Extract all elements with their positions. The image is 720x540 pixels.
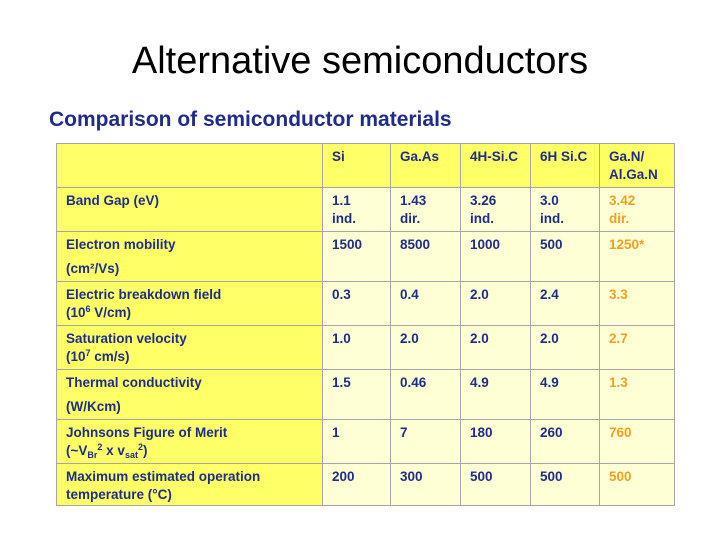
table-row: Maximum estimated operation temperature … xyxy=(56,463,675,506)
cell-gaas: 2.0 xyxy=(390,325,461,370)
cell-6h-sic: 2.4 xyxy=(530,281,600,326)
cell-4h-sic: 500 xyxy=(460,463,531,506)
table-row: Electric breakdown field (106 V/cm) 0.3 … xyxy=(56,281,675,326)
cell-gan: 3.42 dir. xyxy=(599,187,675,232)
cell-gan: 500 xyxy=(599,463,675,506)
table-row: Johnsons Figure of Merit (~VBr2 x vsat2)… xyxy=(56,419,675,464)
table-subtitle: Comparison of semiconductor materials xyxy=(49,108,452,131)
cell-si: 1.1 ind. xyxy=(322,187,391,232)
cell-gan: 1.3 xyxy=(599,369,675,420)
cell-6h-sic: 500 xyxy=(530,231,600,282)
header-gan-line1: Ga.N/ xyxy=(609,149,645,164)
cell-4h-sic: 180 xyxy=(460,419,531,464)
header-gan: Ga.N/ Al.Ga.N xyxy=(599,143,675,188)
table-row: Thermal conductivity (W/Kcm) 1.5 0.46 4.… xyxy=(56,369,675,420)
row-label: Saturation velocity (107 cm/s) xyxy=(56,325,323,370)
cell-gaas: 0.4 xyxy=(390,281,461,326)
cell-4h-sic: 2.0 xyxy=(460,325,531,370)
row-label: Johnsons Figure of Merit (~VBr2 x vsat2) xyxy=(56,419,323,464)
cell-4h-sic: 2.0 xyxy=(460,281,531,326)
cell-gaas: 1.43 dir. xyxy=(390,187,461,232)
table-row: Band Gap (eV) 1.1 ind. 1.43 dir. 3.26 ind. … xyxy=(56,187,675,232)
slide-title: Alternative semiconductors xyxy=(131,40,589,82)
cell-si: 1.5 xyxy=(322,369,391,420)
cell-gaas: 8500 xyxy=(390,231,461,282)
cell-si: 1.0 xyxy=(322,325,391,370)
cell-4h-sic: 3.26 ind. xyxy=(460,187,531,232)
header-si: Si xyxy=(322,143,391,188)
cell-si: 1500 xyxy=(322,231,391,282)
table-row: Electron mobility (cm²/Vs) 1500 8500 100… xyxy=(56,231,675,282)
cell-gaas: 300 xyxy=(390,463,461,506)
cell-si: 0.3 xyxy=(322,281,391,326)
cell-6h-sic: 4.9 xyxy=(530,369,600,420)
cell-4h-sic: 4.9 xyxy=(460,369,531,420)
row-label: Electric breakdown field (106 V/cm) xyxy=(56,281,323,326)
cell-6h-sic: 260 xyxy=(530,419,600,464)
table-row: Saturation velocity (107 cm/s) 1.0 2.0 2… xyxy=(56,325,675,370)
row-label: Electron mobility (cm²/Vs) xyxy=(56,231,323,282)
cell-gan: 760 xyxy=(599,419,675,464)
cell-6h-sic: 3.0 ind. xyxy=(530,187,600,232)
cell-6h-sic: 2.0 xyxy=(530,325,600,370)
header-4h-sic: 4H-Si.C xyxy=(460,143,531,188)
cell-4h-sic: 1000 xyxy=(460,231,531,282)
cell-6h-sic: 500 xyxy=(530,463,600,506)
cell-gaas: 0.46 xyxy=(390,369,461,420)
cell-gan: 2.7 xyxy=(599,325,675,370)
table-header-row: Si Ga.As 4H-Si.C 6H Si.C Ga.N/ Al.Ga.N xyxy=(56,143,675,188)
header-gaas: Ga.As xyxy=(390,143,461,188)
row-label: Band Gap (eV) xyxy=(56,187,323,232)
cell-si: 1 xyxy=(322,419,391,464)
header-corner xyxy=(56,143,323,188)
header-6h-sic: 6H Si.C xyxy=(530,143,600,188)
row-label: Maximum estimated operation temperature … xyxy=(56,463,323,506)
cell-si: 200 xyxy=(322,463,391,506)
cell-gan: 1250* xyxy=(599,231,675,282)
comparison-table: Si Ga.As 4H-Si.C 6H Si.C Ga.N/ Al.Ga.N B… xyxy=(56,143,675,506)
row-label: Thermal conductivity (W/Kcm) xyxy=(56,369,323,420)
cell-gaas: 7 xyxy=(390,419,461,464)
cell-gan: 3.3 xyxy=(599,281,675,326)
merit-formula: (~VBr2 x vsat2) xyxy=(66,442,148,460)
header-gan-line2: Al.Ga.N xyxy=(609,167,658,182)
